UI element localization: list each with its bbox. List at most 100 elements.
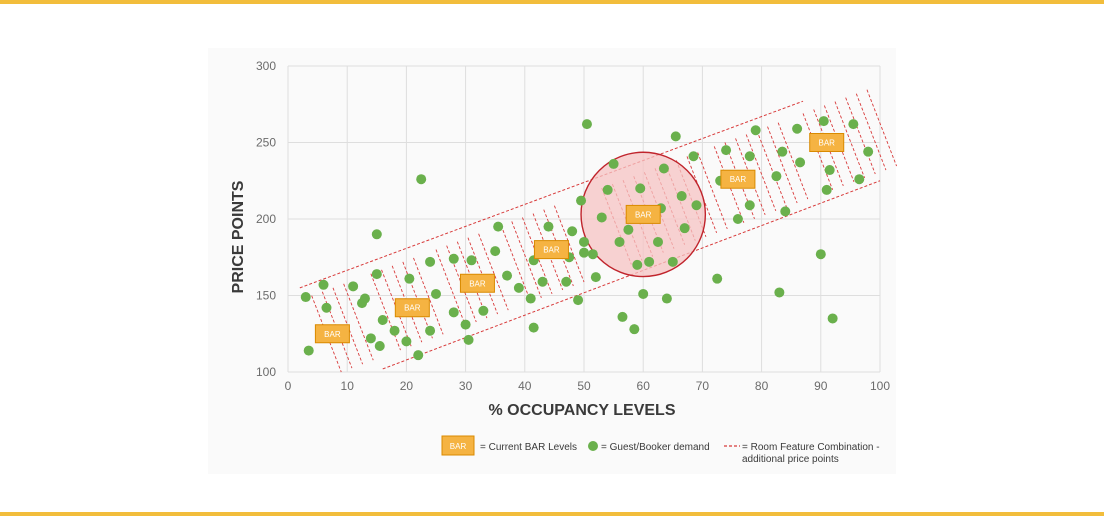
demand-dot bbox=[425, 325, 436, 336]
hatch-line bbox=[845, 97, 876, 175]
demand-dot bbox=[614, 236, 625, 247]
legend-bar-text: = Current BAR Levels bbox=[480, 442, 577, 453]
hatch-line bbox=[413, 257, 444, 335]
legend-bar-swatch-label: BAR bbox=[450, 442, 467, 451]
legend-bar-swatch bbox=[441, 435, 475, 456]
demand-dot bbox=[567, 226, 578, 237]
hatch-line bbox=[767, 126, 798, 204]
demand-dot bbox=[413, 350, 424, 361]
demand-dot bbox=[371, 269, 382, 280]
x-tick-label: 40 bbox=[518, 379, 532, 393]
band-upper-line bbox=[299, 100, 804, 289]
demand-dot bbox=[653, 236, 663, 247]
demand-dot bbox=[348, 281, 359, 292]
y-tick-label: 250 bbox=[256, 136, 276, 150]
demand-dot bbox=[777, 146, 788, 157]
top-accent-bar bbox=[0, 0, 1104, 4]
hatch-line bbox=[777, 122, 809, 200]
demand-dot bbox=[795, 157, 806, 168]
demand-dot bbox=[493, 221, 504, 232]
hatch-line bbox=[343, 283, 374, 361]
hatch-line bbox=[370, 273, 401, 351]
hatch-line bbox=[553, 205, 585, 283]
demand-dot bbox=[377, 314, 388, 325]
demand-dot bbox=[425, 256, 436, 267]
legend-dash-text-line2: additional price points bbox=[742, 454, 839, 465]
demand-dot bbox=[608, 158, 619, 169]
demand-dot bbox=[721, 145, 732, 156]
demand-dot bbox=[537, 276, 548, 287]
demand-dot bbox=[821, 184, 832, 195]
x-tick-label: 100 bbox=[870, 379, 890, 393]
demand-dot bbox=[579, 247, 589, 258]
demand-dot bbox=[780, 206, 791, 217]
demand-dot bbox=[596, 212, 607, 223]
demand-dot bbox=[602, 184, 613, 195]
demand-dot bbox=[463, 334, 474, 345]
demand-dot bbox=[460, 319, 471, 330]
demand-dot bbox=[525, 293, 536, 304]
demand-dot bbox=[744, 151, 755, 162]
legend-dot-text: = Guest/Booker demand bbox=[601, 442, 710, 453]
demand-dot bbox=[688, 151, 699, 162]
hatch-line bbox=[511, 221, 542, 299]
demand-dot bbox=[792, 123, 803, 134]
x-tick-label: 70 bbox=[696, 379, 710, 393]
demand-dot bbox=[691, 200, 702, 211]
demand-dot bbox=[448, 307, 459, 318]
bar-level-label: BAR bbox=[635, 210, 652, 219]
demand-dot bbox=[667, 256, 678, 267]
bar-level-box bbox=[720, 169, 756, 189]
demand-dot bbox=[863, 146, 874, 157]
demand-dot bbox=[750, 125, 761, 136]
hatch-line bbox=[866, 89, 897, 167]
demand-dot bbox=[670, 131, 681, 142]
x-tick-label: 0 bbox=[285, 379, 292, 393]
x-axis-title: % OCCUPANCY LEVELS bbox=[489, 402, 676, 419]
hatch-line bbox=[834, 101, 866, 179]
demand-dot bbox=[528, 322, 539, 333]
hatch-line bbox=[855, 93, 887, 171]
demand-dot bbox=[303, 345, 314, 356]
demand-dot bbox=[827, 313, 838, 324]
demand-dot bbox=[774, 287, 785, 298]
demand-dot bbox=[617, 311, 628, 322]
demand-dot bbox=[623, 224, 634, 235]
demand-dot bbox=[371, 229, 382, 240]
y-tick-label: 100 bbox=[256, 365, 276, 379]
demand-dot bbox=[854, 174, 865, 185]
demand-dot bbox=[431, 288, 441, 299]
demand-dot bbox=[712, 273, 723, 284]
demand-dot bbox=[448, 253, 459, 264]
hatch-line bbox=[478, 233, 509, 311]
demand-dot bbox=[513, 282, 524, 293]
bar-level-label: BAR bbox=[469, 279, 486, 288]
demand-dot bbox=[466, 255, 477, 266]
y-axis-title: PRICE POINTS bbox=[230, 180, 247, 293]
hatch-line bbox=[697, 152, 728, 230]
demand-dot bbox=[502, 270, 513, 281]
hatch-line bbox=[745, 134, 777, 212]
legend: BAR = Current BAR Levels = Guest/Booker … bbox=[441, 435, 880, 465]
demand-dot bbox=[732, 214, 743, 224]
demand-dot bbox=[644, 256, 655, 267]
demand-dot bbox=[490, 246, 501, 257]
demand-dot bbox=[587, 249, 598, 260]
demand-dot bbox=[404, 273, 415, 284]
x-tick-label: 50 bbox=[577, 379, 591, 393]
demand-dot bbox=[561, 276, 572, 287]
bar-level-box bbox=[394, 298, 430, 318]
bar-level-box bbox=[533, 240, 569, 260]
x-tick-label: 80 bbox=[755, 379, 769, 393]
demand-dot bbox=[576, 195, 587, 206]
demand-dot bbox=[590, 272, 601, 283]
demand-dot bbox=[365, 333, 376, 344]
bar-level-label: BAR bbox=[543, 246, 560, 255]
demand-dot bbox=[321, 302, 332, 313]
demand-dot bbox=[818, 116, 829, 127]
bar-level-box bbox=[809, 133, 845, 152]
demand-dot bbox=[318, 279, 329, 290]
x-tick-label: 30 bbox=[459, 379, 473, 393]
demand-dot bbox=[401, 336, 412, 347]
